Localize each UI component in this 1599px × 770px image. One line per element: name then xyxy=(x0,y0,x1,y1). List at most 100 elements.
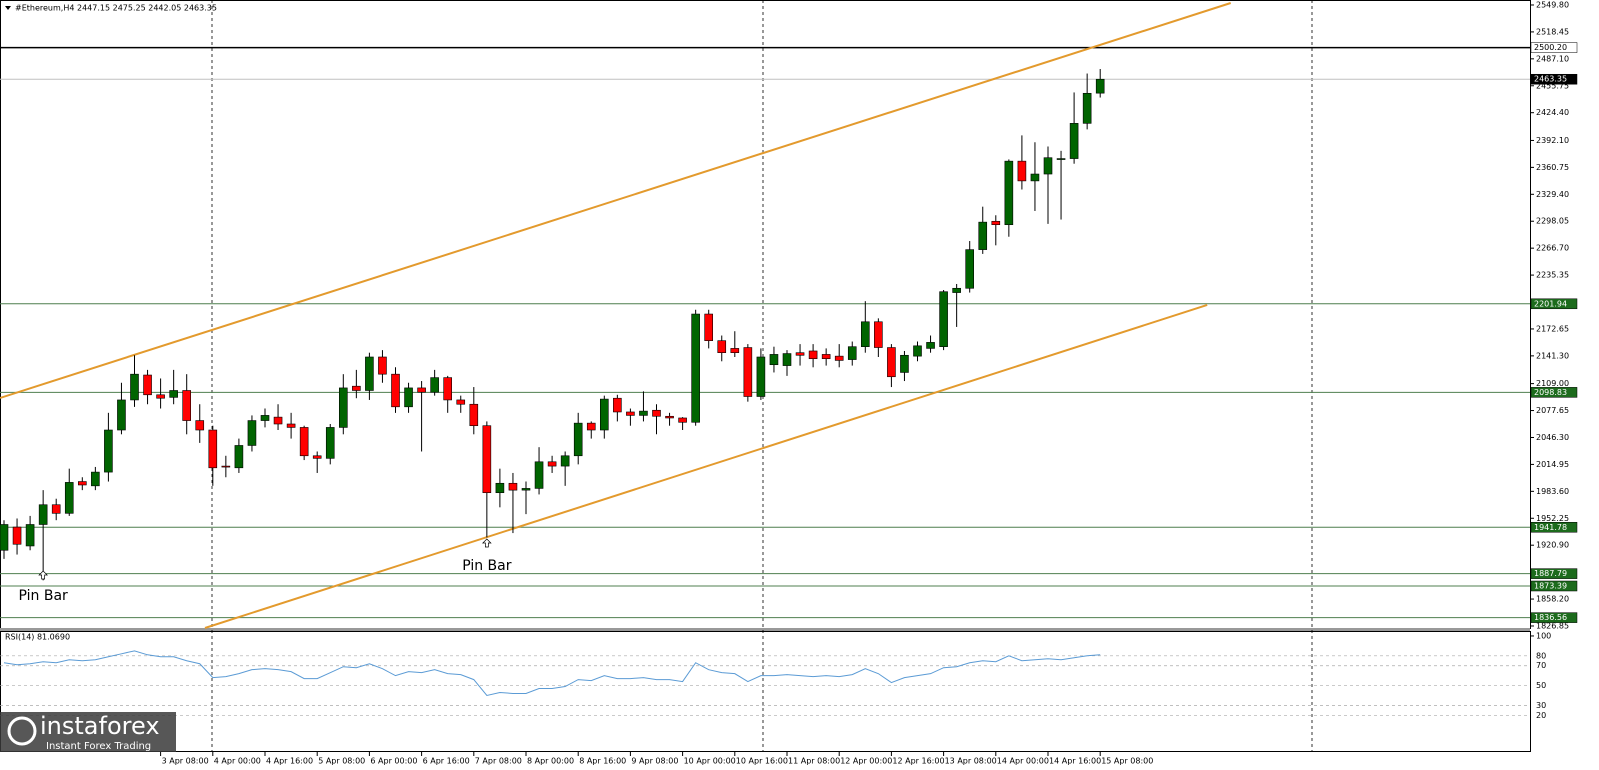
panel-separator xyxy=(0,628,1530,631)
y-tick-label: 50 xyxy=(1536,681,1546,690)
candle-body xyxy=(456,399,466,405)
candle-body xyxy=(352,385,361,391)
x-tick-label: 10 Apr 00:00 xyxy=(684,757,736,766)
candle-body xyxy=(900,354,909,373)
candle-body xyxy=(64,482,74,514)
level-box xyxy=(1530,42,1578,53)
candle-body xyxy=(665,415,674,419)
candle-body xyxy=(1043,157,1053,175)
level-box xyxy=(1530,522,1578,533)
candle-body xyxy=(208,429,218,469)
y-tick-label: 20 xyxy=(1536,711,1546,720)
candle-body xyxy=(1030,173,1040,182)
y-tick-label: 2424.40 xyxy=(1536,108,1569,117)
rsi-title: RSI(14) 81.0690 xyxy=(5,633,70,642)
x-tick-label: 7 Apr 08:00 xyxy=(475,757,522,766)
x-tick-label: 15 Apr 08:00 xyxy=(1101,757,1153,766)
candle-body xyxy=(508,482,518,491)
y-tick-label: 70 xyxy=(1536,661,1546,670)
y-tick-label: 2109.00 xyxy=(1536,379,1569,388)
candle-body xyxy=(482,425,492,494)
candle-body xyxy=(25,524,35,547)
chart-title: #Ethereum,H4 2447.15 2475.25 2442.05 246… xyxy=(15,4,217,13)
y-tick-label: 1952.25 xyxy=(1536,514,1569,523)
candle-body xyxy=(495,482,505,494)
candle-body xyxy=(521,488,531,491)
candle-body xyxy=(156,394,165,399)
y-tick-label: 30 xyxy=(1536,701,1546,710)
menu-icon[interactable] xyxy=(5,6,11,10)
candle-body xyxy=(417,387,426,393)
level-box xyxy=(1530,580,1578,592)
level-box xyxy=(1530,298,1578,310)
logo: instaforex Instant Forex Trading xyxy=(0,712,176,752)
candle-body xyxy=(717,340,727,353)
channel-line xyxy=(204,303,1208,629)
candle-body xyxy=(808,350,818,360)
rsi-panel-frame xyxy=(0,631,1531,752)
annotation-arrow xyxy=(482,538,492,548)
candle-body xyxy=(939,291,948,347)
x-tick-label: 4 Apr 16:00 xyxy=(266,757,313,766)
candle-body xyxy=(613,397,622,413)
candle-body xyxy=(104,429,113,473)
x-tick-label: 14 Apr 00:00 xyxy=(997,757,1049,766)
rsi-line xyxy=(3,650,1101,697)
y-tick-label: 2487.10 xyxy=(1536,54,1569,63)
y-tick-label: 2392.10 xyxy=(1536,136,1569,145)
y-tick-label: 2172.65 xyxy=(1536,324,1569,333)
candle-body xyxy=(782,353,792,366)
x-tick-label: 8 Apr 00:00 xyxy=(527,757,574,766)
candle-body xyxy=(978,221,988,250)
candle-body xyxy=(365,356,374,391)
candle-body xyxy=(234,445,244,469)
y-tick-label: 2235.35 xyxy=(1536,271,1569,280)
annotation-arrow xyxy=(38,570,48,580)
level-box xyxy=(1530,568,1578,579)
annotation: Pin Bar xyxy=(462,558,512,574)
candle-body xyxy=(38,504,48,525)
logo-brand: instaforex xyxy=(40,712,160,740)
candle-body xyxy=(913,345,922,357)
candle-body xyxy=(586,422,596,431)
candle-body xyxy=(743,347,753,397)
y-tick-label: 1858.20 xyxy=(1536,595,1569,604)
x-tick-label: 5 Apr 08:00 xyxy=(318,757,365,766)
candle-body xyxy=(626,411,635,416)
y-tick-label: 2266.70 xyxy=(1536,244,1569,253)
x-tick-label: 6 Apr 00:00 xyxy=(370,757,417,766)
level-box xyxy=(1530,387,1578,398)
y-tick-label: 2329.40 xyxy=(1536,190,1569,199)
y-tick-label: 2077.65 xyxy=(1536,406,1569,415)
x-tick-label: 12 Apr 16:00 xyxy=(892,757,944,766)
candle-body xyxy=(247,420,257,446)
candle-body xyxy=(1095,78,1105,94)
candle-body xyxy=(404,387,413,408)
channel-line xyxy=(0,2,1232,399)
logo-tagline: Instant Forex Trading xyxy=(46,741,151,752)
candle-body xyxy=(874,321,883,348)
x-tick-label: 10 Apr 16:00 xyxy=(736,757,788,766)
candle-body xyxy=(1069,123,1079,159)
candle-body xyxy=(391,373,400,408)
candle-body xyxy=(130,373,139,401)
candle-body xyxy=(338,387,348,428)
candle-body xyxy=(847,346,857,360)
level-box xyxy=(1530,612,1578,623)
candle-body xyxy=(221,465,231,468)
y-tick-label: 80 xyxy=(1536,651,1546,660)
candle-body xyxy=(260,415,270,421)
y-tick-label: 1826.85 xyxy=(1536,621,1569,630)
candle-body xyxy=(1082,92,1092,124)
candle-body xyxy=(965,249,975,289)
candle-body xyxy=(0,524,9,551)
x-tick-label: 4 Apr 00:00 xyxy=(214,757,261,766)
candle-body xyxy=(834,355,844,361)
candle-body xyxy=(312,455,322,459)
level-box xyxy=(1530,73,1578,85)
candle-body xyxy=(730,348,740,353)
candle-body xyxy=(1004,160,1014,226)
level-label: 2463.35 xyxy=(1534,75,1567,84)
candle-body xyxy=(991,220,1001,226)
